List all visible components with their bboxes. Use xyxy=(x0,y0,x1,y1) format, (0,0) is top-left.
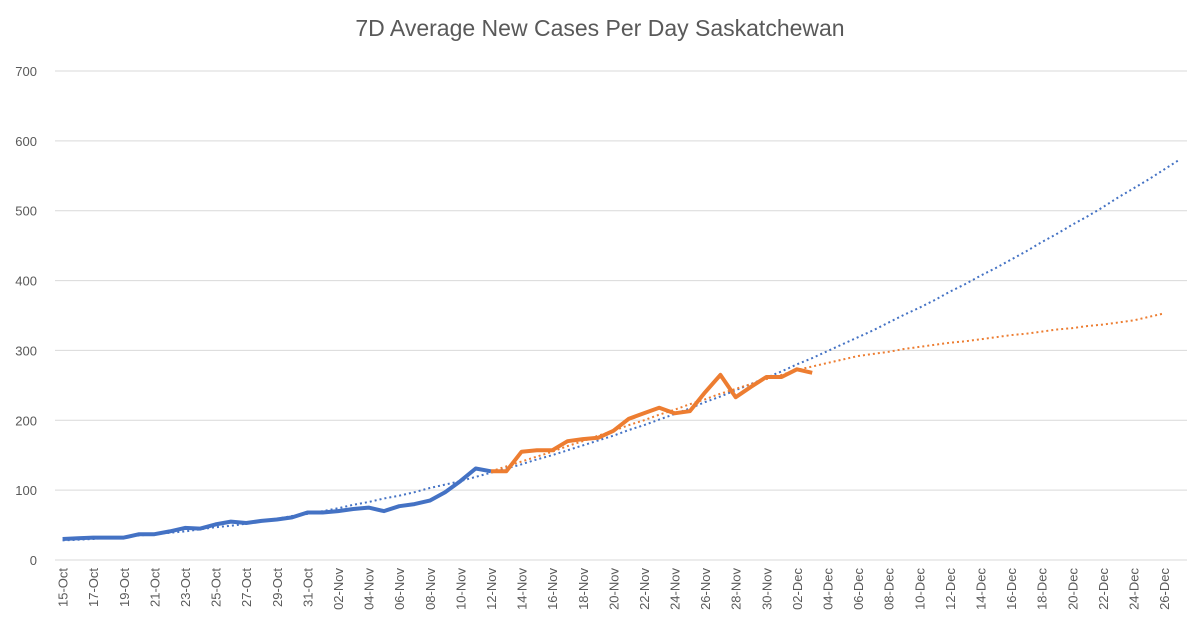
x-tick-label: 21-Oct xyxy=(147,568,162,607)
x-tick-label: 08-Dec xyxy=(882,568,897,610)
x-tick-label: 24-Dec xyxy=(1126,568,1141,610)
chart-title: 7D Average New Cases Per Day Saskatchewa… xyxy=(355,15,844,41)
x-tick-label: 26-Nov xyxy=(698,568,713,610)
y-tick-label: 600 xyxy=(15,134,37,149)
x-tick-label: 16-Nov xyxy=(545,568,560,610)
x-tick-label: 06-Dec xyxy=(851,568,866,610)
x-tick-label: 17-Oct xyxy=(86,568,101,607)
y-tick-label: 300 xyxy=(15,343,37,358)
trend-line xyxy=(62,158,1180,542)
x-tick-label: 20-Nov xyxy=(606,568,621,610)
x-tick-label: 10-Dec xyxy=(912,568,927,610)
x-tick-label: 10-Nov xyxy=(453,568,468,610)
x-tick-label: 22-Dec xyxy=(1096,568,1111,610)
x-tick-label: 18-Nov xyxy=(576,568,591,610)
x-tick-label: 22-Nov xyxy=(637,568,652,610)
data-line xyxy=(491,367,813,474)
x-tick-label: 08-Nov xyxy=(423,568,438,610)
x-tick-label: 30-Nov xyxy=(759,568,774,610)
x-tick-label: 18-Dec xyxy=(1035,568,1050,610)
x-tick-label: 14-Nov xyxy=(515,568,530,610)
y-tick-label: 400 xyxy=(15,274,37,289)
y-tick-label: 500 xyxy=(15,204,37,219)
x-tick-label: 06-Nov xyxy=(392,568,407,610)
x-tick-label: 04-Nov xyxy=(362,568,377,610)
y-tick-label: 100 xyxy=(15,483,37,498)
x-tick-label: 12-Nov xyxy=(484,568,499,610)
x-tick-label: 24-Nov xyxy=(668,568,683,610)
trend-line xyxy=(490,312,1165,473)
x-tick-label: 25-Oct xyxy=(209,568,224,607)
y-tick-label: 200 xyxy=(15,413,37,428)
x-tick-label: 27-Oct xyxy=(239,568,254,607)
x-tick-label: 15-Oct xyxy=(56,568,71,607)
y-tick-label: 700 xyxy=(15,64,37,79)
x-tick-label: 29-Oct xyxy=(270,568,285,607)
data-line xyxy=(62,466,492,541)
x-tick-label: 23-Oct xyxy=(178,568,193,607)
x-tick-label: 31-Oct xyxy=(300,568,315,607)
x-tick-label: 16-Dec xyxy=(1004,568,1019,610)
x-tick-label: 02-Nov xyxy=(331,568,346,610)
x-tick-label: 28-Nov xyxy=(729,568,744,610)
x-tick-label: 14-Dec xyxy=(973,568,988,610)
x-tick-label: 26-Dec xyxy=(1157,568,1172,610)
y-tick-label: 0 xyxy=(30,553,37,568)
x-tick-label: 02-Dec xyxy=(790,568,805,610)
x-tick-label: 19-Oct xyxy=(117,568,132,607)
x-tick-label: 04-Dec xyxy=(821,568,836,610)
x-tick-label: 20-Dec xyxy=(1065,568,1080,610)
x-tick-label: 12-Dec xyxy=(943,568,958,610)
